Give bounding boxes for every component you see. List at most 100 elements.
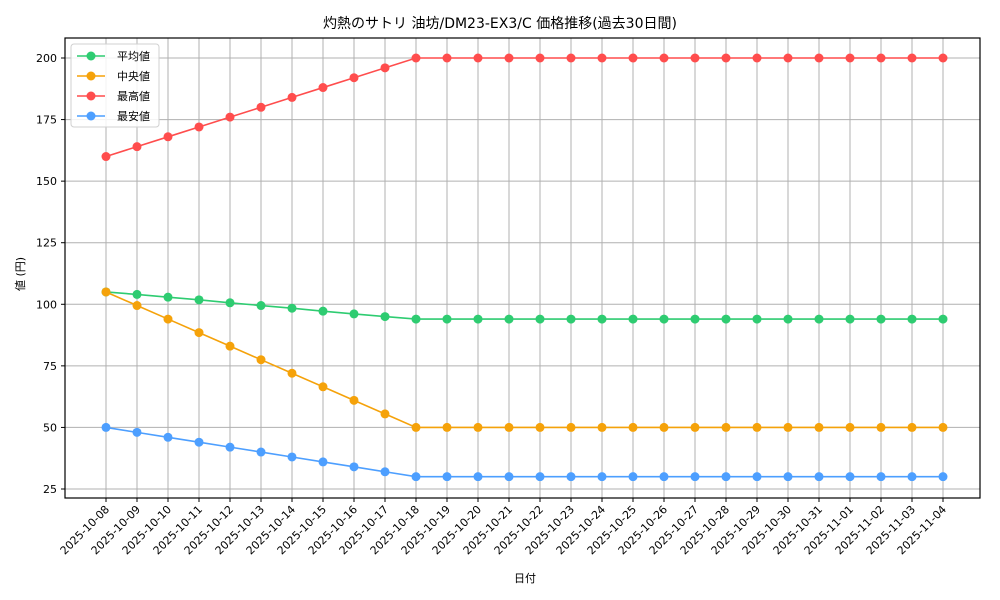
data-point <box>845 53 855 63</box>
data-point <box>535 53 545 63</box>
data-point <box>225 112 235 122</box>
series-最安値 <box>101 422 948 482</box>
legend-label: 平均値 <box>117 50 150 63</box>
data-point <box>163 132 173 142</box>
x-axis-label: 日付 <box>514 572 536 585</box>
data-point <box>504 53 514 63</box>
y-tick-label: 200 <box>36 52 57 65</box>
data-point <box>101 287 111 297</box>
data-point <box>256 102 266 112</box>
data-point <box>845 314 855 324</box>
data-point <box>473 422 483 432</box>
data-point <box>659 314 669 324</box>
data-point <box>814 314 824 324</box>
data-point <box>163 314 173 324</box>
data-point <box>628 53 638 63</box>
series-line <box>105 291 943 320</box>
chart-title: 灼熱のサトリ 油坊/DM23-EX3/C 価格推移(過去30日間) <box>323 16 677 32</box>
data-point <box>194 437 204 447</box>
data-point <box>256 301 266 311</box>
data-point <box>411 53 421 63</box>
data-point <box>380 409 390 419</box>
legend-label: 中央値 <box>117 70 150 83</box>
data-point <box>752 53 762 63</box>
data-point <box>721 314 731 324</box>
data-point <box>876 314 886 324</box>
y-tick-label: 50 <box>43 421 57 434</box>
data-point <box>938 422 948 432</box>
data-point <box>597 53 607 63</box>
y-axis-label: 値 (円) <box>14 257 27 291</box>
data-point <box>845 472 855 482</box>
data-point <box>690 314 700 324</box>
data-point <box>504 422 514 432</box>
data-point <box>442 53 452 63</box>
data-point <box>845 422 855 432</box>
data-point <box>783 53 793 63</box>
data-point <box>504 472 514 482</box>
data-point <box>132 289 142 299</box>
data-point <box>318 457 328 467</box>
legend-label: 最高値 <box>117 89 150 103</box>
data-point <box>690 53 700 63</box>
data-point <box>411 472 421 482</box>
data-point <box>442 422 452 432</box>
y-tick-label: 25 <box>43 483 57 496</box>
legend-label: 最安値 <box>117 109 150 123</box>
data-point <box>132 427 142 437</box>
data-point <box>721 53 731 63</box>
data-point <box>349 309 359 319</box>
data-point <box>380 312 390 322</box>
data-point <box>442 472 452 482</box>
data-point <box>814 53 824 63</box>
data-point <box>721 422 731 432</box>
data-point <box>287 452 297 462</box>
data-point <box>814 472 824 482</box>
data-point <box>907 314 917 324</box>
data-point <box>101 422 111 432</box>
data-point <box>783 472 793 482</box>
data-point <box>318 306 328 316</box>
data-point <box>535 314 545 324</box>
data-point <box>318 382 328 392</box>
data-point <box>287 303 297 313</box>
data-point <box>659 472 669 482</box>
data-point <box>628 472 638 482</box>
data-point <box>597 314 607 324</box>
legend-box <box>70 43 160 128</box>
data-point <box>194 122 204 132</box>
data-point <box>287 368 297 378</box>
data-point <box>504 314 514 324</box>
series-平均値 <box>101 287 948 324</box>
data-point <box>566 314 576 324</box>
axes-frame <box>64 37 981 499</box>
data-point <box>752 472 762 482</box>
series-中央値 <box>101 287 948 432</box>
data-point <box>380 63 390 73</box>
y-tick-label: 125 <box>36 237 57 250</box>
data-point <box>814 422 824 432</box>
data-point <box>938 314 948 324</box>
data-point <box>907 422 917 432</box>
y-tick-label: 175 <box>36 114 57 127</box>
data-point <box>752 314 762 324</box>
y-tick-label: 75 <box>43 360 57 373</box>
data-point <box>628 314 638 324</box>
data-point <box>690 422 700 432</box>
data-point <box>194 328 204 338</box>
data-point <box>163 432 173 442</box>
data-point <box>659 53 669 63</box>
data-point <box>597 472 607 482</box>
data-point <box>535 422 545 432</box>
data-point <box>783 314 793 324</box>
data-point <box>287 92 297 102</box>
data-point <box>349 395 359 405</box>
data-point <box>349 73 359 83</box>
series-line <box>105 426 943 478</box>
data-point <box>380 467 390 477</box>
data-point <box>473 53 483 63</box>
data-point <box>659 422 669 432</box>
data-point <box>225 442 235 452</box>
data-point <box>411 314 421 324</box>
